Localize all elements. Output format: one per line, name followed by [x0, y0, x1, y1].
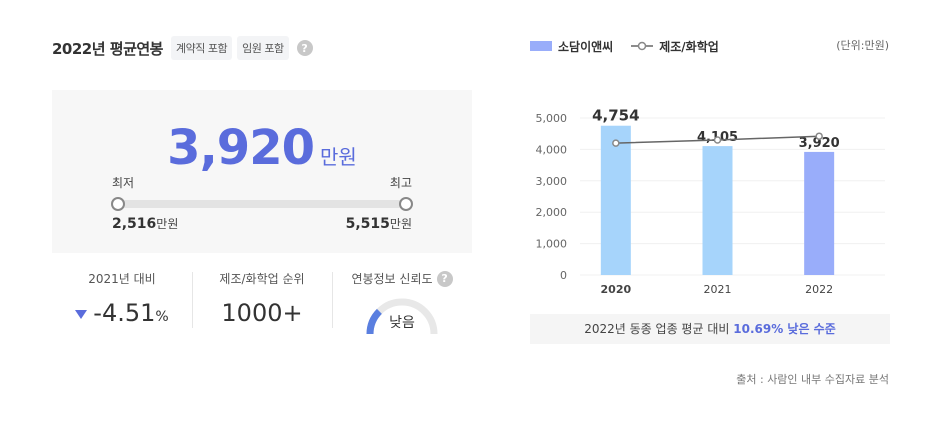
- legend-line-swatch: [631, 41, 654, 51]
- rank-value: 1000+: [221, 299, 303, 327]
- industry-point: [815, 132, 823, 140]
- yoy-number: -4.51: [93, 299, 156, 327]
- industry-point: [612, 139, 620, 147]
- bar-data-label: 4,754: [592, 107, 639, 125]
- bar-2021: [702, 146, 733, 275]
- bar-2020: [600, 125, 631, 275]
- title-row: 2022년 평균연봉 계약직 포함 임원 포함 ?: [52, 36, 313, 60]
- reliability-label-row: 연봉정보 신뢰도 ?: [332, 270, 472, 287]
- x-tick-label: 2021: [704, 283, 732, 296]
- min-salary-value: 2,516: [112, 216, 157, 232]
- y-tick-label: 3,000: [536, 175, 568, 188]
- comparison-prefix: 2022년 동종 업종 평균 대비: [584, 322, 730, 336]
- legend-bar-swatch: [530, 41, 552, 51]
- page-title: 2022년 평균연봉: [52, 39, 163, 58]
- tag-contract: 계약직 포함: [170, 36, 233, 60]
- legend-bar-label: 소담이앤씨: [558, 39, 614, 54]
- industry-comparison: 2022년 동종 업종 평균 대비 10.69% 낮은 수준: [530, 314, 890, 344]
- x-tick-label: 2022: [805, 283, 833, 296]
- stat-divider: [332, 272, 333, 328]
- reliability-gauge: [366, 298, 438, 335]
- rank-label: 제조/화학업 순위: [219, 272, 305, 286]
- comparison-highlight: 10.69% 낮은 수준: [733, 322, 836, 336]
- yoy-stat: 2021년 대비 -4.51%: [52, 270, 192, 327]
- y-tick-label: 2,000: [536, 206, 568, 219]
- max-salary-unit: 만원: [389, 217, 412, 231]
- average-salary: 3,920 만원: [52, 120, 472, 176]
- chart-legend: 소담이앤씨 제조/화학업: [530, 36, 719, 56]
- tag-executive: 임원 포함: [237, 36, 289, 60]
- salary-summary: 3,920 만원 최저 최고 2,516만원 5,515만원: [52, 90, 472, 253]
- max-label: 최고: [389, 176, 412, 190]
- min-label: 최저: [112, 176, 135, 190]
- y-tick-label: 5,000: [536, 112, 568, 125]
- yoy-unit: %: [155, 309, 169, 325]
- unit-note: (단위:만원): [836, 39, 889, 52]
- help-icon[interactable]: ?: [296, 40, 313, 56]
- max-salary-value: 5,515: [345, 216, 390, 232]
- legend-line-label: 제조/화학업: [659, 39, 719, 54]
- reliability-value: 낮음: [389, 315, 415, 331]
- min-knob: [111, 197, 125, 211]
- min-salary: 2,516만원: [112, 215, 178, 232]
- salary-chart: 01,0002,0003,0004,0005,0004,75420204,105…: [536, 107, 885, 296]
- bar-2022: [804, 151, 835, 275]
- rank-stat: 제조/화학업 순위 1000+: [192, 270, 332, 327]
- down-arrow-icon: [75, 309, 88, 319]
- yoy-label: 2021년 대비: [88, 272, 156, 286]
- y-tick-label: 1,000: [536, 238, 568, 251]
- y-tick-label: 0: [560, 269, 567, 282]
- reliability-label: 연봉정보 신뢰도: [351, 272, 433, 286]
- reliability-stat: 연봉정보 신뢰도 ?: [332, 270, 472, 287]
- max-salary: 5,515만원: [346, 215, 412, 232]
- stat-divider: [192, 272, 193, 328]
- x-tick-label: 2020: [601, 283, 632, 296]
- industry-point: [713, 136, 722, 144]
- bar-data-label: 3,920: [799, 136, 840, 151]
- min-salary-unit: 만원: [156, 217, 179, 231]
- yoy-value: -4.51%: [52, 299, 192, 327]
- average-salary-unit: 만원: [320, 145, 357, 169]
- max-knob: [399, 197, 413, 211]
- average-salary-value: 3,920: [167, 120, 315, 176]
- y-tick-label: 4,000: [536, 143, 568, 156]
- help-icon[interactable]: ?: [436, 270, 453, 287]
- gauge-fill: [366, 308, 383, 335]
- data-source: 출처 : 사람인 내부 수집자료 분석: [736, 373, 889, 386]
- salary-range-track: [117, 200, 405, 208]
